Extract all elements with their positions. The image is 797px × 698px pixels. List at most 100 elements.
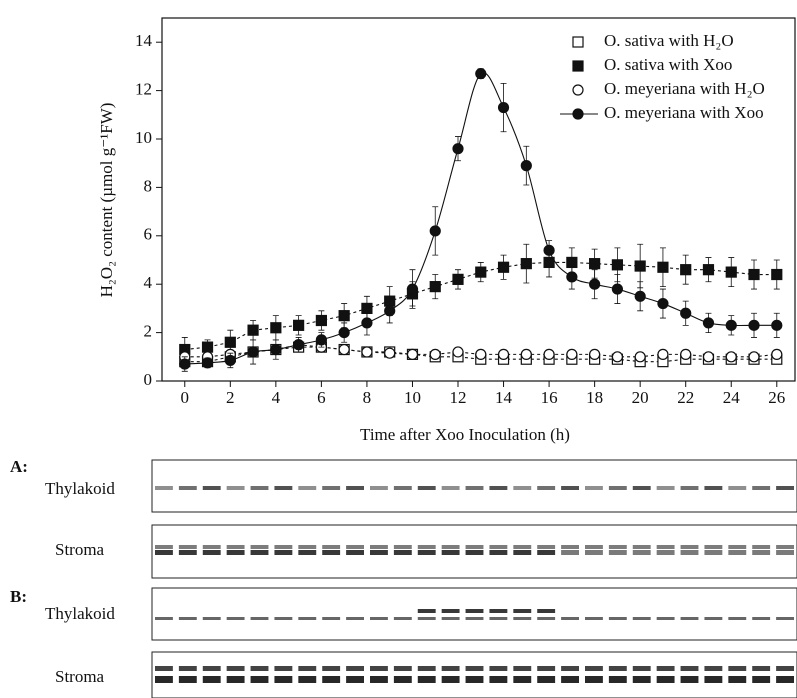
marker [248, 347, 258, 357]
band [322, 545, 340, 549]
band [274, 666, 292, 671]
band [633, 550, 651, 555]
band [776, 486, 794, 490]
band [274, 545, 292, 549]
x-tick-label: 14 [495, 388, 513, 407]
band [418, 617, 436, 620]
x-tick-label: 2 [226, 388, 235, 407]
marker [203, 342, 213, 352]
marker [635, 352, 645, 362]
x-tick-label: 6 [317, 388, 326, 407]
band [322, 550, 340, 555]
x-tick-label: 18 [586, 388, 603, 407]
band [489, 666, 507, 671]
band [776, 676, 794, 683]
band [489, 609, 507, 613]
band [752, 666, 770, 671]
band [657, 617, 675, 620]
band [513, 617, 531, 620]
blot-frame [152, 588, 797, 640]
band [179, 676, 197, 683]
band [466, 486, 484, 490]
marker [612, 352, 622, 362]
band [489, 550, 507, 555]
marker [430, 349, 440, 359]
band [609, 666, 627, 671]
band [704, 666, 722, 671]
marker [635, 291, 645, 301]
band [657, 666, 675, 671]
band [346, 550, 364, 555]
band [251, 676, 269, 683]
band [466, 666, 484, 671]
marker [476, 69, 486, 79]
marker [726, 352, 736, 362]
band [513, 666, 531, 671]
band [537, 666, 555, 671]
band [657, 545, 675, 549]
marker [658, 262, 668, 272]
band [203, 676, 221, 683]
figure: Time after Xoo Inoculation (h) H₂O₂ cont… [0, 0, 797, 698]
marker [749, 320, 759, 330]
marker [339, 311, 349, 321]
band [585, 550, 603, 555]
band [657, 550, 675, 555]
band [681, 617, 699, 620]
band [346, 676, 364, 683]
band [585, 617, 603, 620]
band [155, 545, 173, 549]
marker [703, 352, 713, 362]
band [251, 617, 269, 620]
marker [248, 325, 258, 335]
band [561, 666, 579, 671]
band [752, 550, 770, 555]
marker [225, 337, 235, 347]
band [442, 609, 460, 613]
band [537, 486, 555, 490]
marker [294, 320, 304, 330]
marker [339, 328, 349, 338]
band [728, 550, 746, 555]
band [442, 545, 460, 549]
band [227, 545, 245, 549]
band [418, 550, 436, 555]
marker [476, 267, 486, 277]
x-tick-label: 26 [768, 388, 785, 407]
marker [521, 161, 531, 171]
band [657, 486, 675, 490]
band [489, 486, 507, 490]
band [203, 486, 221, 490]
band [298, 486, 316, 490]
band [155, 550, 173, 555]
band [513, 545, 531, 549]
band [346, 486, 364, 490]
blot-row-label: Stroma [55, 540, 105, 559]
band [561, 550, 579, 555]
band [585, 486, 603, 490]
marker [271, 323, 281, 333]
marker [567, 272, 577, 282]
band [298, 676, 316, 683]
marker [316, 335, 326, 345]
band [681, 676, 699, 683]
band [394, 550, 412, 555]
band [227, 550, 245, 555]
legend-label: O. meyeriana with Xoo [604, 103, 764, 122]
band [418, 545, 436, 549]
marker [573, 109, 583, 119]
band [633, 486, 651, 490]
band [489, 545, 507, 549]
y-tick-label: 14 [135, 31, 153, 50]
marker [225, 355, 235, 365]
y-axis-label: H₂O₂ content (µmol g⁻¹FW) [97, 103, 116, 298]
band [274, 676, 292, 683]
band [442, 666, 460, 671]
band [370, 486, 388, 490]
band [466, 550, 484, 555]
marker [573, 85, 583, 95]
marker [430, 226, 440, 236]
band [513, 550, 531, 555]
band [274, 550, 292, 555]
blot-row-label: Thylakoid [45, 604, 115, 623]
